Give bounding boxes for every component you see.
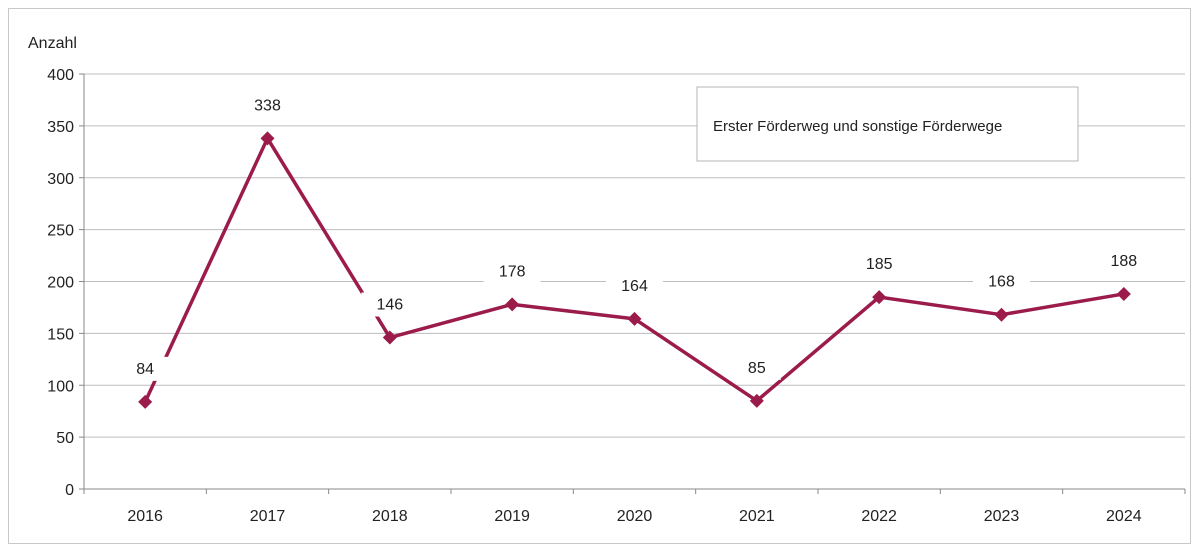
y-tick-label: 100 <box>47 378 74 395</box>
y-tick-label: 150 <box>47 326 74 343</box>
data-label-background <box>239 93 296 118</box>
data-label: 146 <box>376 297 403 314</box>
y-axis-ticks: 0 50 100 150 200 250 300 350 400 <box>47 67 84 499</box>
x-tick-label: 2017 <box>250 508 286 525</box>
series-group <box>138 131 1131 409</box>
y-tick-label: 250 <box>47 223 74 240</box>
data-label: 338 <box>254 97 281 114</box>
data-label: 85 <box>748 360 766 377</box>
y-tick-label: 0 <box>65 482 74 499</box>
data-label-background <box>361 292 419 317</box>
x-tick-label: 2022 <box>861 508 897 525</box>
data-label: 178 <box>499 263 526 280</box>
data-labels: 84 338 146 178 164 85 185 168 188 <box>121 93 1153 381</box>
y-tick-label: 200 <box>47 275 74 292</box>
data-label: 84 <box>136 361 154 378</box>
data-label-background <box>732 355 781 380</box>
x-axis-ticks: 2016 2017 2018 2019 2020 2021 2022 2023 2024 <box>83 489 1186 525</box>
x-tick-label: 2016 <box>127 508 163 525</box>
data-label-background <box>606 273 663 298</box>
data-point-marker <box>994 307 1009 322</box>
data-point-marker <box>505 297 520 312</box>
x-tick-label: 2021 <box>739 508 775 525</box>
legend-box <box>696 86 1079 162</box>
data-point-marker <box>872 290 887 305</box>
data-label: 185 <box>866 256 893 273</box>
x-tick-label: 2020 <box>617 508 653 525</box>
data-point-marker <box>1116 286 1131 301</box>
y-axis-title: Anzahl <box>28 35 77 52</box>
data-point-marker <box>138 394 153 409</box>
data-label-background <box>850 252 908 277</box>
y-tick-label: 300 <box>47 171 74 188</box>
data-point-marker <box>627 311 642 326</box>
data-point-marker <box>382 330 397 345</box>
x-tick-label: 2018 <box>372 508 408 525</box>
data-label: 168 <box>988 274 1015 291</box>
data-label: 164 <box>621 278 648 295</box>
data-point-marker <box>260 131 275 146</box>
chart-frame <box>8 8 1191 544</box>
data-label-background <box>121 356 170 381</box>
data-label-background <box>1095 248 1153 273</box>
legend: Erster Förderweg und sonstige Förderwege <box>696 86 1079 162</box>
data-label: 188 <box>1110 253 1137 270</box>
y-tick-label: 350 <box>47 119 74 136</box>
data-label-background <box>483 259 541 284</box>
data-point-marker <box>749 393 764 408</box>
x-tick-label: 2023 <box>984 508 1020 525</box>
legend-series-label: Erster Förderweg und sonstige Förderwege <box>713 118 1002 135</box>
x-tick-label: 2019 <box>494 508 530 525</box>
x-tick-label: 2024 <box>1106 508 1142 525</box>
y-tick-label: 50 <box>56 430 74 447</box>
y-tick-label: 400 <box>47 67 74 84</box>
data-label-background <box>973 269 1030 294</box>
